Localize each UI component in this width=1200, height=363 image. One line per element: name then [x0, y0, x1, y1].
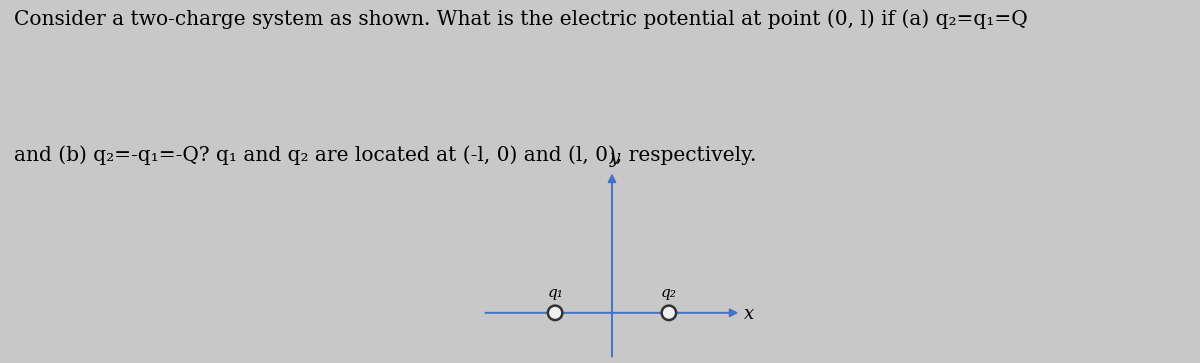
- Circle shape: [661, 306, 676, 320]
- Text: x: x: [744, 305, 755, 323]
- Text: q₁: q₁: [547, 286, 563, 300]
- Text: q₂: q₂: [661, 286, 677, 300]
- Circle shape: [548, 306, 563, 320]
- Text: y: y: [610, 149, 620, 167]
- Text: Consider a two-charge system as shown. What is the electric potential at point (: Consider a two-charge system as shown. W…: [14, 9, 1028, 29]
- Text: and (b) q₂=-q₁=-Q? q₁ and q₂ are located at (-l, 0) and (l, 0), respectively.: and (b) q₂=-q₁=-Q? q₁ and q₂ are located…: [14, 145, 757, 165]
